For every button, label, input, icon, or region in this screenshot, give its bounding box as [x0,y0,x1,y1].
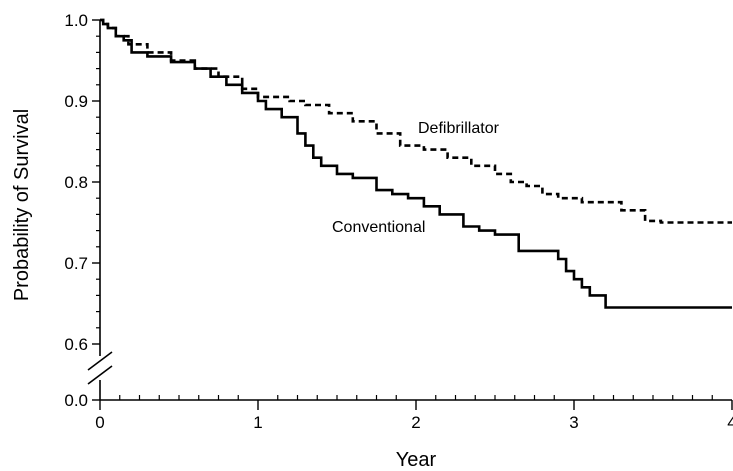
y-tick-label: 0.9 [64,92,88,111]
axis-break-slash-2 [87,365,113,385]
series-label-defibrillator: Defibrillator [418,120,500,137]
y-tick-label: 1.0 [64,11,88,30]
x-axis-title: Year [396,449,437,471]
y-axis-title: Probability of Survival [11,109,33,301]
x-tick-label: 3 [569,413,578,432]
y-tick-label: 0.6 [64,335,88,354]
chart-series [100,18,732,309]
axis-break-slash-1 [87,351,113,371]
x-tick-label: 2 [411,413,420,432]
x-tick-label: 1 [253,413,262,432]
y-tick-label: 0.0 [64,391,88,410]
chart-ticks: 0.0 0.6 0.7 0.8 0.9 1.0 0 1 2 3 4 [64,11,733,432]
x-tick-label: 4 [727,413,733,432]
series-line-conventional [100,18,732,309]
chart-labels: Year Probability of Survival Defibrillat… [11,109,500,471]
series-label-conventional: Conventional [332,219,425,236]
x-tick-label: 0 [95,413,104,432]
y-tick-label: 0.8 [64,173,88,192]
series-line-defibrillator [100,18,732,224]
y-tick-label: 0.7 [64,254,88,273]
